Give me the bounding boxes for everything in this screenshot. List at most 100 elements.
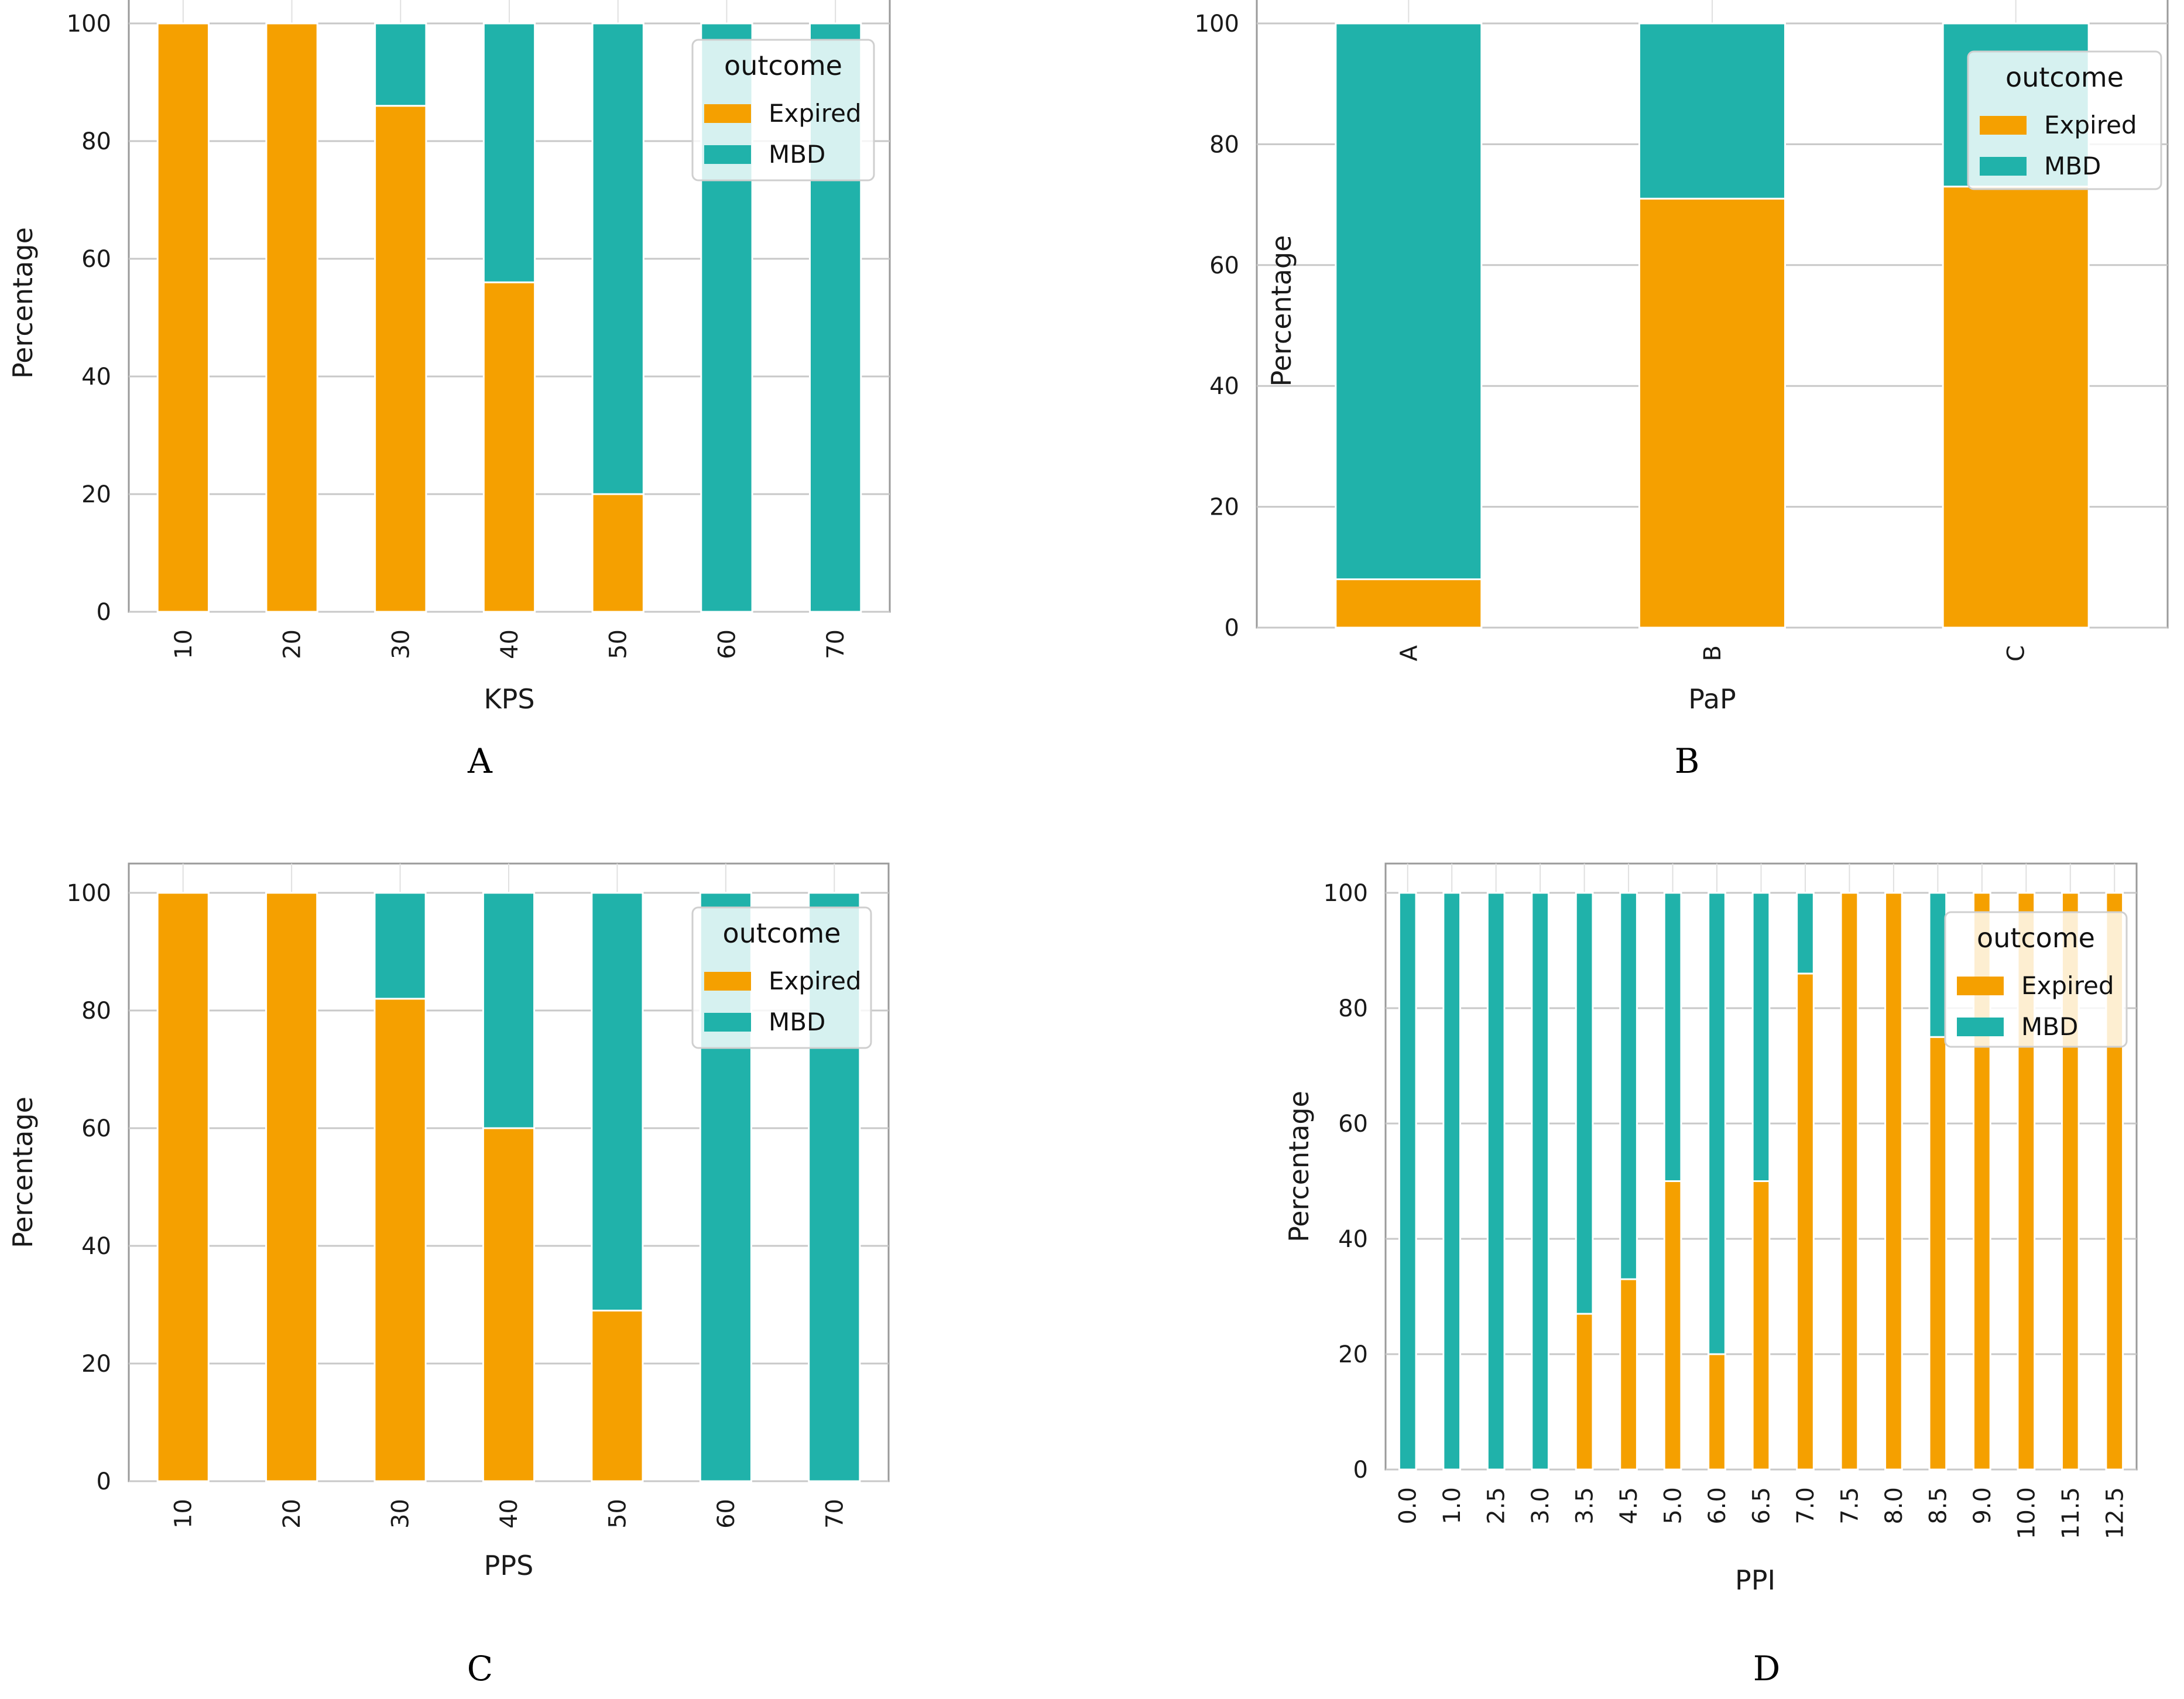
bar-expired-30 — [374, 105, 427, 613]
legend-swatch-mbd — [704, 1013, 751, 1032]
y-tick-label: 60 — [1338, 1111, 1368, 1138]
y-axis-label: Percentage — [1266, 235, 1297, 387]
legend-label-expired: Expired — [2021, 971, 2114, 1000]
bar-mbd-30 — [373, 892, 427, 1000]
legend-label-expired: Expired — [2044, 111, 2137, 139]
panel-label: A — [467, 741, 493, 781]
legend-swatch-expired — [704, 104, 751, 123]
bar-expired-C — [1942, 186, 2090, 629]
panel-label: B — [1675, 741, 1700, 781]
x-axis-label: KPS — [484, 683, 534, 715]
y-tick-label: 20 — [81, 1351, 111, 1378]
bar-expired-50 — [591, 1310, 644, 1482]
legend-label-mbd: MBD — [769, 1008, 825, 1036]
y-tick-label: 100 — [67, 11, 111, 37]
x-tick-label: 50 — [605, 629, 632, 659]
legend-swatch-expired — [1980, 116, 2027, 135]
chart-panel-c: 0 20 40 60 80 100 10 20 30 40 50 60 70 PPS Percentage C… — [7, 862, 890, 1688]
y-tick-label: 100 — [67, 880, 111, 907]
x-tick-label: 70 — [822, 629, 849, 659]
legend-swatch-mbd — [704, 145, 751, 164]
bar-mbd-A — [1335, 22, 1483, 580]
x-tick-label: C — [2003, 645, 2030, 662]
x-tick-label: 40 — [496, 1499, 523, 1529]
x-tick-label: 50 — [604, 1499, 631, 1529]
y-tick-label: 80 — [81, 998, 111, 1025]
legend-label-expired: Expired — [769, 99, 862, 128]
bar-expired-7.5 — [1840, 892, 1859, 1471]
y-tick-label: 0 — [97, 599, 111, 626]
x-tick-label: 6.5 — [1748, 1487, 1775, 1525]
x-axis-label: PPI — [1735, 1564, 1775, 1596]
bar-expired-20 — [265, 892, 318, 1482]
bar-mbd-0.0 — [1398, 892, 1417, 1471]
x-tick-label: B — [1699, 645, 1726, 661]
bar-expired-7.0 — [1796, 972, 1815, 1471]
bar-expired-8.0 — [1884, 892, 1903, 1471]
bar-mbd-30 — [374, 22, 427, 107]
legend-label-mbd: MBD — [2021, 1012, 2078, 1041]
legend-swatch-expired — [1957, 977, 2004, 995]
x-axis-label: PPS — [484, 1550, 534, 1581]
bar-expired-50 — [591, 493, 644, 613]
x-axis-label: PaP — [1688, 683, 1736, 715]
y-tick-label: 20 — [1209, 494, 1239, 521]
y-tick-label: 60 — [81, 1115, 111, 1142]
bar-expired-A — [1335, 578, 1483, 629]
y-tick-label: 40 — [1209, 373, 1239, 400]
y-tick-label: 100 — [1324, 880, 1368, 907]
y-tick-label: 0 — [1353, 1457, 1368, 1484]
bar-expired-8.5 — [1928, 1036, 1948, 1471]
x-tick-label: 12.5 — [2101, 1487, 2128, 1539]
y-tick-label: 20 — [1338, 1341, 1368, 1368]
legend-title: outcome — [2005, 61, 2124, 93]
x-tick-label: 10 — [170, 1499, 197, 1529]
bar-expired-10 — [156, 22, 210, 613]
chart-panel-a: 0 20 40 60 80 100 10 20 30 40 50 60 70 KPS Percentage A… — [7, 0, 891, 781]
x-tick-label: 20 — [279, 1499, 306, 1529]
x-tick-label: 3.5 — [1572, 1487, 1599, 1525]
x-tick-label: 60 — [713, 1499, 740, 1529]
bar-expired-3.5 — [1575, 1313, 1594, 1471]
x-tick-label: 3.0 — [1527, 1487, 1554, 1525]
chart-panel-d: 0 20 40 60 80 100 0.0 1.0 2.5 3.0 3.5 4.5 5.0 6.0 6.5 7… — [1283, 862, 2138, 1688]
x-tick-label: 6.0 — [1704, 1487, 1731, 1525]
x-tick-label: 11.5 — [2058, 1487, 2084, 1539]
x-tick-label: 4.5 — [1616, 1487, 1643, 1525]
y-axis-label: Percentage — [7, 227, 39, 379]
y-tick-label: 80 — [1338, 995, 1368, 1022]
y-tick-label: 0 — [97, 1468, 111, 1495]
bar-mbd-5.0 — [1663, 892, 1682, 1182]
x-tick-label: 8.5 — [1925, 1487, 1952, 1525]
y-tick-label: 80 — [81, 128, 111, 155]
x-tick-label: 0.0 — [1395, 1487, 1422, 1525]
x-tick-label: 40 — [496, 629, 523, 659]
bar-expired-20 — [265, 22, 318, 613]
x-tick-label: 20 — [279, 629, 306, 659]
x-tick-label: 10.0 — [2013, 1487, 2040, 1539]
bar-expired-10 — [156, 892, 210, 1482]
x-tick-label: 70 — [821, 1499, 848, 1529]
x-tick-label: 10 — [170, 629, 197, 659]
x-tick-label: A — [1396, 645, 1422, 661]
panel-label: C — [467, 1649, 493, 1688]
bar-mbd-2.5 — [1486, 892, 1506, 1471]
x-tick-label: 30 — [388, 629, 414, 659]
x-tick-label: 1.0 — [1439, 1487, 1466, 1525]
legend-label-mbd: MBD — [2044, 152, 2101, 180]
legend-swatch-expired — [704, 972, 751, 991]
x-tick-label: 7.5 — [1836, 1487, 1863, 1525]
legend-swatch-mbd — [1980, 157, 2027, 176]
x-tick-label: 7.0 — [1792, 1487, 1819, 1525]
bar-mbd-6.5 — [1751, 892, 1771, 1182]
bar-expired-40 — [482, 281, 536, 613]
bar-expired-30 — [373, 998, 427, 1482]
y-tick-label: 0 — [1225, 615, 1239, 642]
bar-mbd-50 — [591, 892, 644, 1312]
y-axis-label: Percentage — [7, 1097, 39, 1248]
bar-mbd-7.0 — [1796, 892, 1815, 975]
x-tick-label: 2.5 — [1483, 1487, 1510, 1525]
bar-expired-B — [1638, 197, 1786, 629]
legend-title: outcome — [723, 917, 841, 949]
